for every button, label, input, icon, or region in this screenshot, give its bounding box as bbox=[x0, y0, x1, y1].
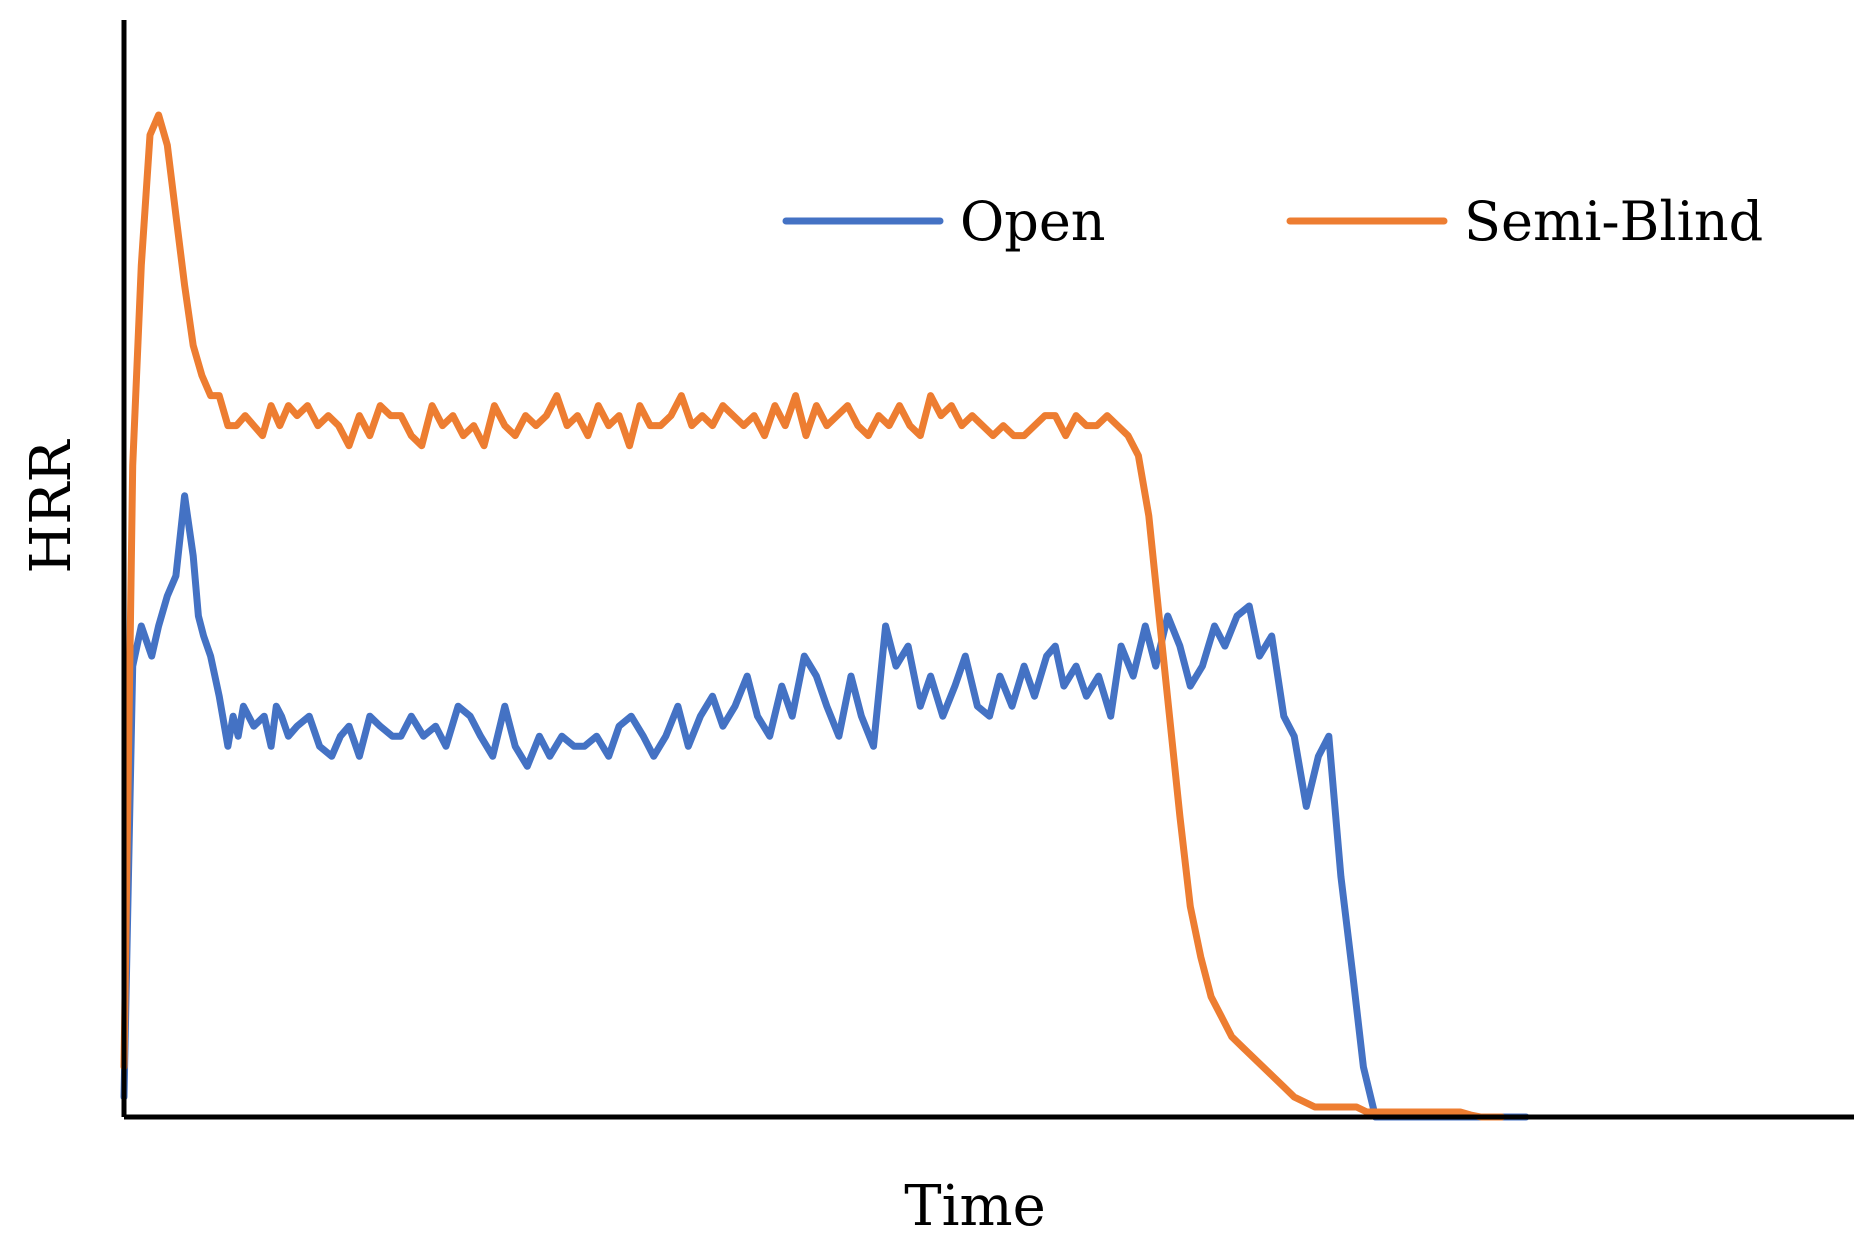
legend-item-semi-blind: Semi-Blind bbox=[1286, 190, 1763, 253]
x-axis-title: Time bbox=[904, 1174, 1046, 1239]
series-line-semi-blind bbox=[120, 111, 1506, 1121]
legend-label-open: Open bbox=[960, 190, 1106, 253]
plot-area bbox=[120, 111, 1530, 1121]
series-line-open bbox=[120, 492, 1530, 1121]
y-axis-title: HRR bbox=[19, 439, 84, 574]
legend-item-open: Open bbox=[782, 190, 1106, 253]
legend-label-semi-blind: Semi-Blind bbox=[1464, 190, 1763, 253]
legend: Open Semi-Blind bbox=[782, 190, 1763, 253]
